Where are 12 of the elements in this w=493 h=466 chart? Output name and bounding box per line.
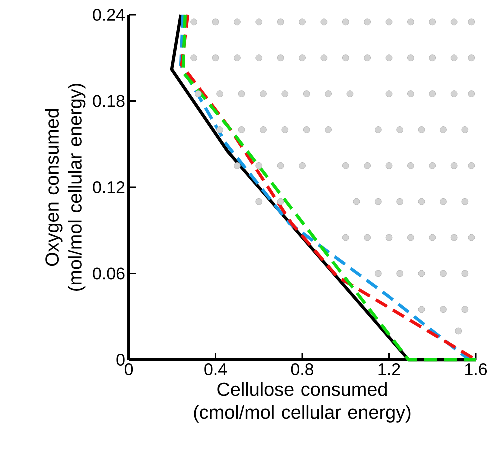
y-tick-label: 0.18 bbox=[93, 95, 125, 108]
y-axis-title: Oxygen consumed (mol/mol cellular energy) bbox=[45, 84, 86, 291]
y-tick-label: 0.06 bbox=[93, 268, 125, 280]
x-tick-label: 0.4 bbox=[204, 364, 228, 376]
x-tick-label: 0.8 bbox=[291, 364, 314, 376]
y-tick-label: 0.24 bbox=[93, 8, 125, 21]
y-tick-label: 0 bbox=[116, 354, 125, 366]
x-tick-label: 1.2 bbox=[378, 364, 400, 376]
x-tick-label: 1.6 bbox=[466, 364, 488, 376]
x-axis-title: Cellulose consumed (cmol/mol cellular energy) bbox=[194, 382, 411, 423]
y-tick-label: 0.12 bbox=[93, 181, 125, 194]
x-tick-label: 0 bbox=[124, 364, 134, 376]
